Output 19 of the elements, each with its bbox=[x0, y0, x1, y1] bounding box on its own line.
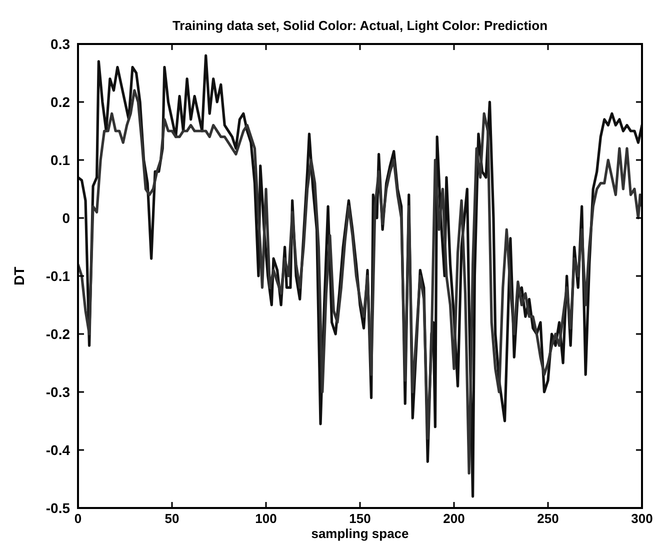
x-tick-label: 50 bbox=[164, 511, 180, 526]
x-axis-title: sampling space bbox=[311, 526, 409, 541]
y-axis-title: DT bbox=[11, 266, 27, 286]
y-tick-label: 0.3 bbox=[50, 36, 70, 52]
y-tick-label: -0.5 bbox=[46, 500, 70, 516]
y-tick-label: -0.4 bbox=[46, 442, 70, 458]
y-tick-label: -0.2 bbox=[46, 326, 70, 342]
x-tick-label: 250 bbox=[537, 511, 559, 526]
y-tick-label: -0.3 bbox=[46, 384, 70, 400]
y-tick-label: 0.1 bbox=[50, 152, 70, 168]
y-tick-label: 0.2 bbox=[50, 94, 70, 110]
x-tick-label: 300 bbox=[631, 511, 653, 526]
x-tick-label: 200 bbox=[443, 511, 465, 526]
y-tick-label: 0 bbox=[62, 210, 70, 226]
x-tick-label: 150 bbox=[349, 511, 371, 526]
y-tick-label: -0.1 bbox=[46, 268, 70, 284]
x-tick-label: 0 bbox=[74, 511, 82, 526]
chart-title: Training data set, Solid Color: Actual, Light Color: Prediction bbox=[172, 18, 548, 33]
x-tick-label: 100 bbox=[255, 511, 277, 526]
